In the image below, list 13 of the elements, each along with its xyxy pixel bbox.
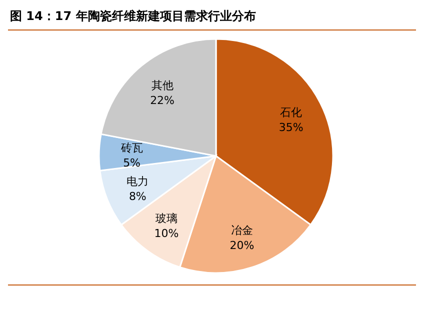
slice-label: 玻璃 (155, 212, 178, 226)
data-label: 22% (150, 94, 175, 108)
chart-title: 图 14：17 年陶瓷纤维新建项目需求行业分布 (10, 9, 256, 23)
slice-label: 电力 (126, 175, 149, 188)
slice-label: 其他 (151, 79, 174, 92)
slice-label: 冶金 (231, 224, 254, 238)
slice-label: 砖瓦 (120, 141, 143, 154)
data-label: 5% (123, 156, 141, 170)
data-label: 8% (128, 190, 146, 204)
slice-label: 石化 (280, 106, 302, 119)
data-label: 35% (278, 120, 304, 134)
data-label: 20% (230, 239, 254, 252)
data-label: 10% (154, 227, 179, 240)
